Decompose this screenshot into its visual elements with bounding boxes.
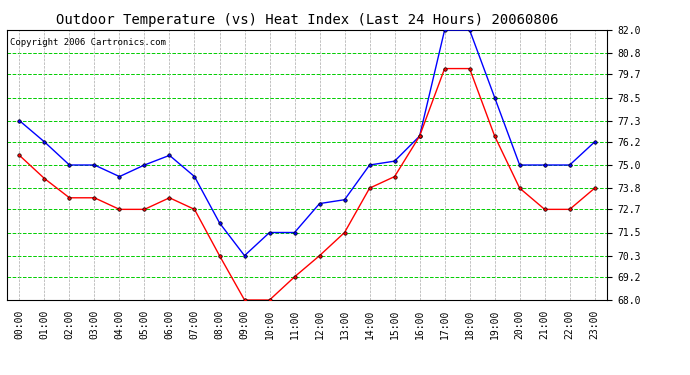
Text: Copyright 2006 Cartronics.com: Copyright 2006 Cartronics.com	[10, 38, 166, 47]
Title: Outdoor Temperature (vs) Heat Index (Last 24 Hours) 20060806: Outdoor Temperature (vs) Heat Index (Las…	[56, 13, 558, 27]
